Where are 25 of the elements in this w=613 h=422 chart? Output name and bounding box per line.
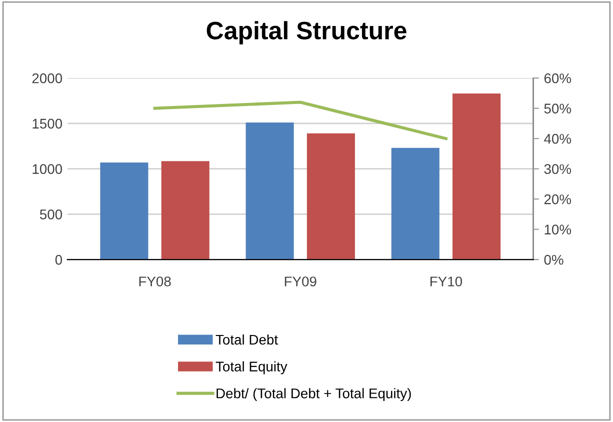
y2-tick-label: 60%	[544, 73, 572, 84]
y-tick-label: 1000	[32, 164, 62, 174]
y-tick-label: 0	[55, 254, 62, 265]
bar	[246, 122, 294, 260]
y2-tick-label: 30%	[544, 164, 572, 174]
y2-tick-label: 0%	[544, 254, 564, 265]
x-tick-label: FY10	[430, 276, 462, 286]
bar	[452, 93, 501, 260]
y-tick-label: 1500	[32, 118, 62, 129]
bar	[391, 148, 440, 260]
y-tick-label: 500	[40, 210, 62, 220]
bar	[306, 133, 355, 260]
y2-tick-label: 10%	[544, 224, 572, 234]
x-tick-label: FY09	[284, 276, 316, 286]
bar	[161, 161, 210, 260]
chart-title: Capital Structure	[206, 21, 406, 44]
x-tick-label: FY08	[139, 276, 171, 286]
legend-label: Total Debt	[216, 334, 278, 345]
y-tick-label: 2000	[32, 73, 62, 84]
legend-label: Total Equity	[216, 361, 288, 374]
y2-tick-label: 20%	[544, 194, 572, 204]
y2-tick-label: 40%	[544, 134, 572, 144]
y2-tick-label: 50%	[544, 104, 572, 114]
legend-label: Debt/ (Total Debt + Total Equity)	[216, 388, 411, 402]
bar	[100, 162, 148, 260]
